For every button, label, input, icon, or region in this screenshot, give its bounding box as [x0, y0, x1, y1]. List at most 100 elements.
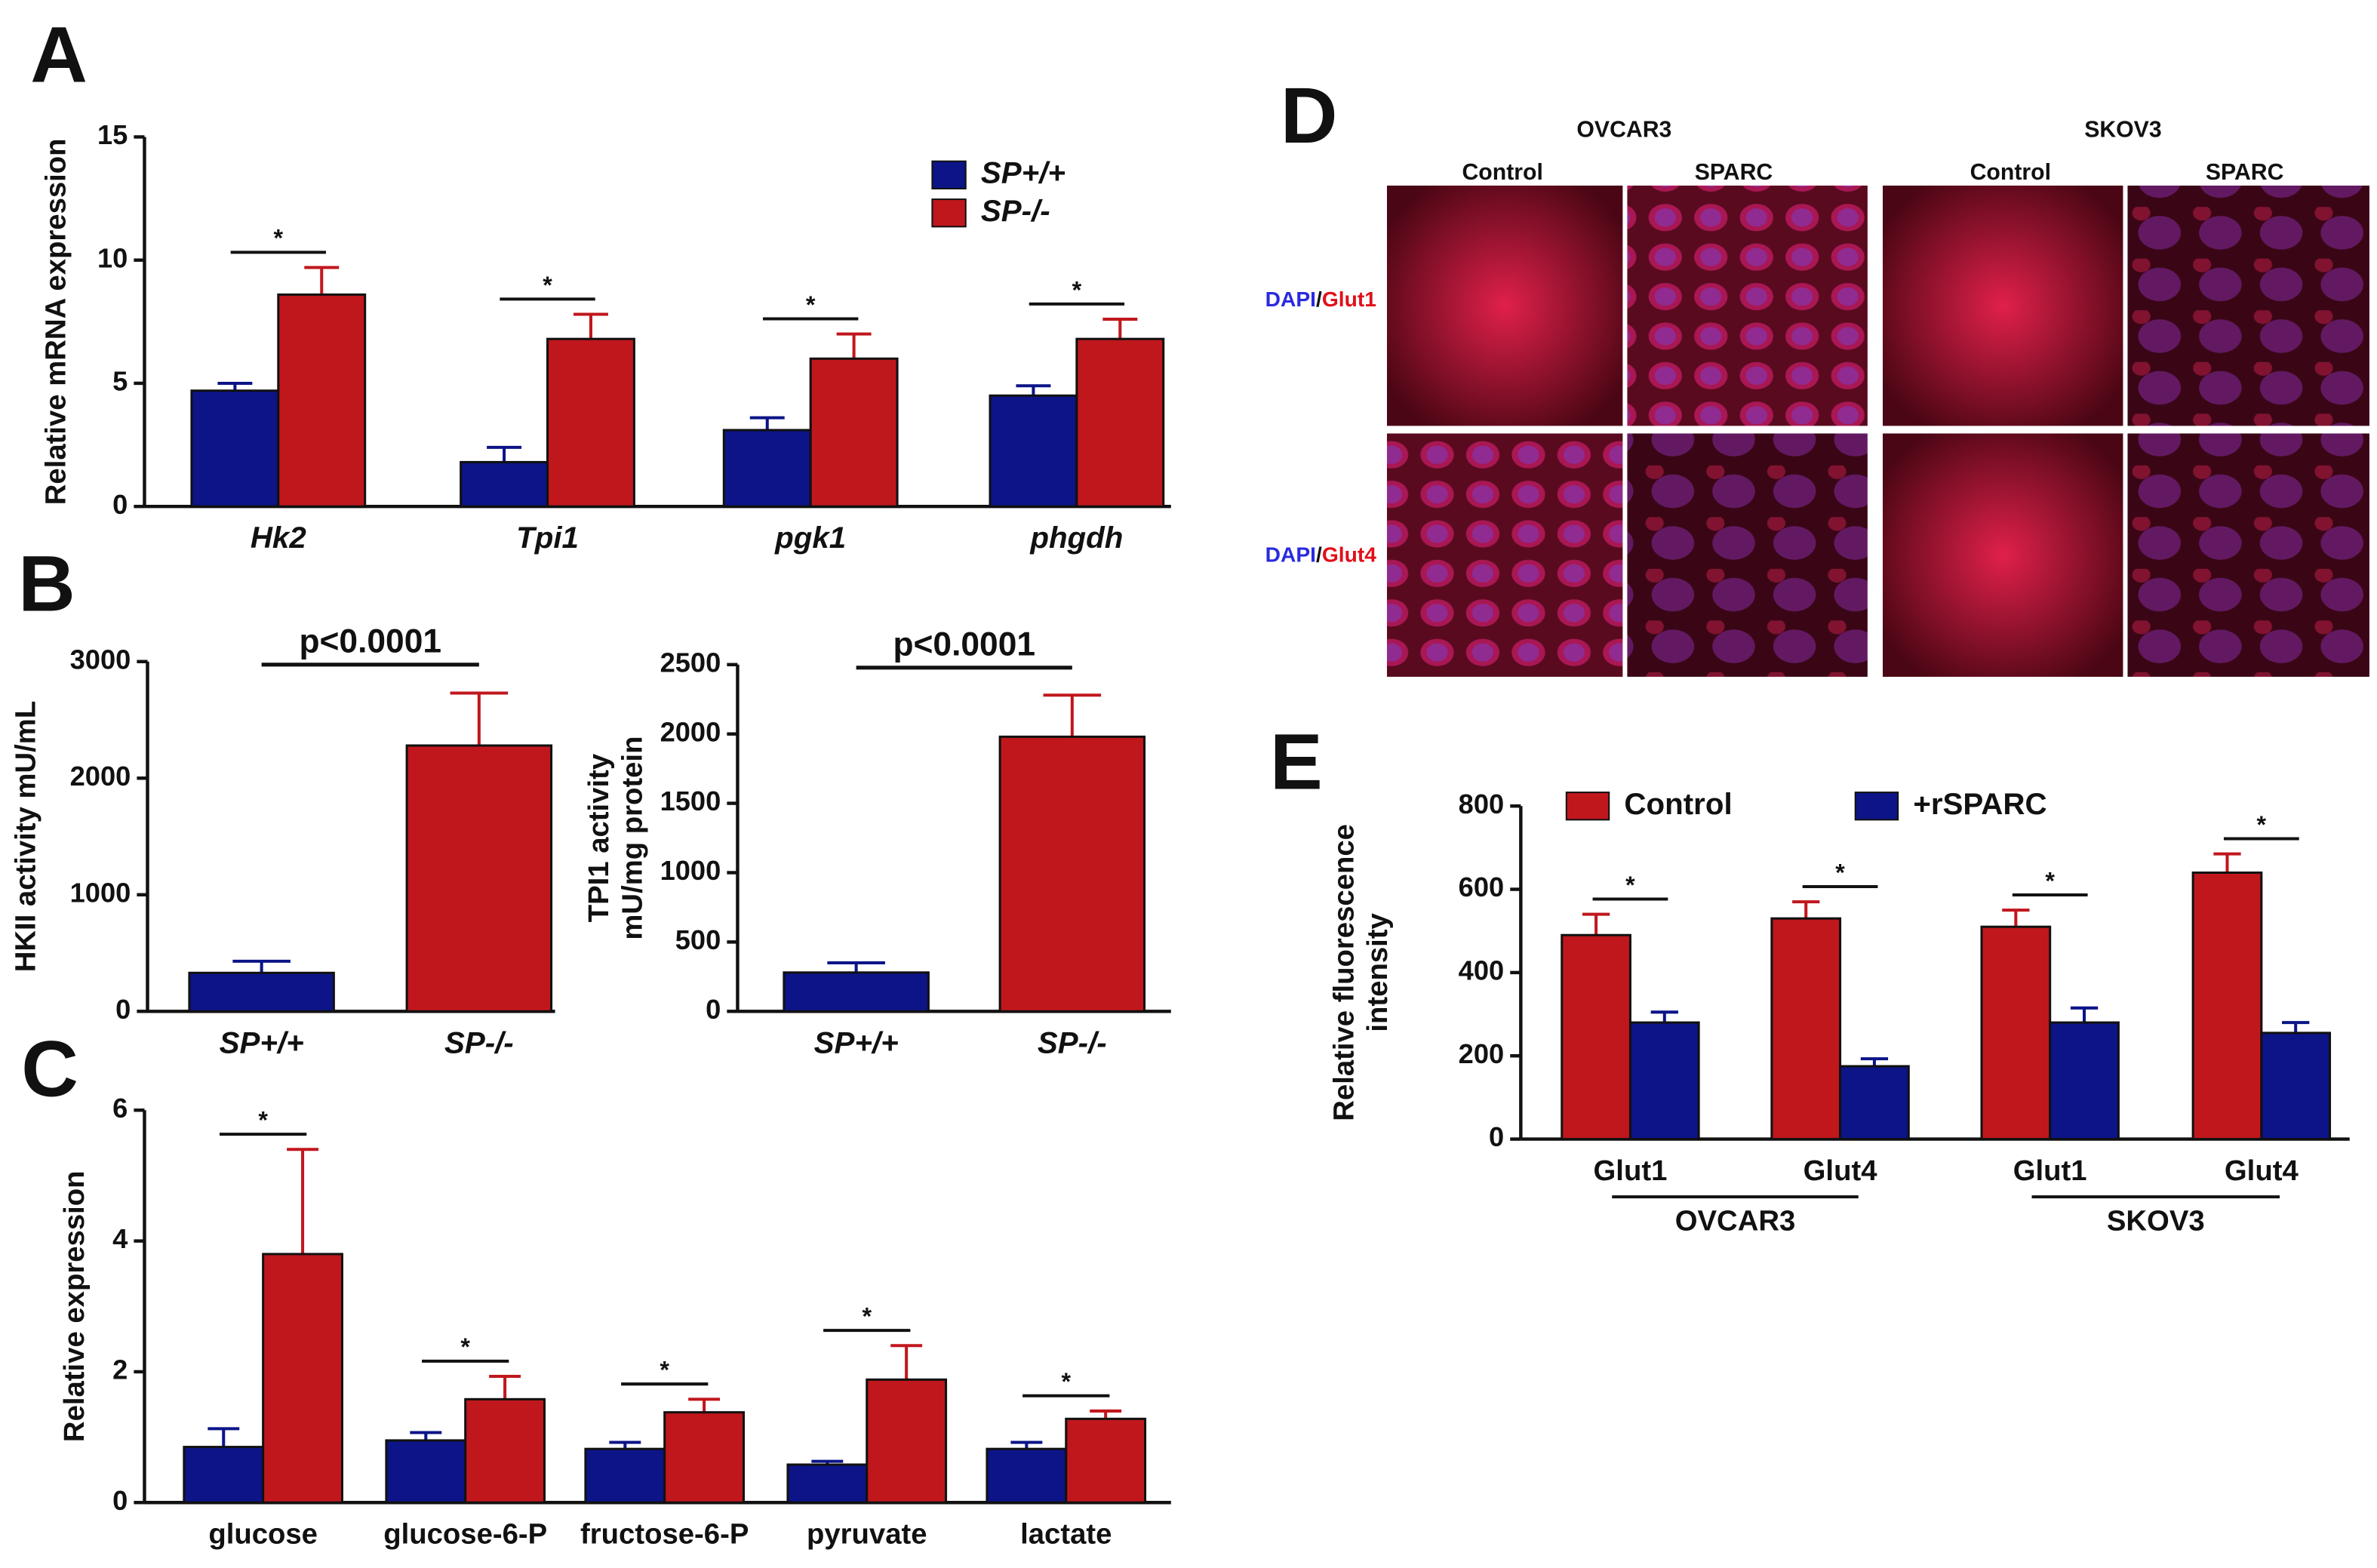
micrograph: [1387, 185, 1623, 426]
significance-label: *: [660, 1357, 669, 1384]
y-axis-label: intensity: [1361, 912, 1394, 1031]
y-tick-label: 10: [97, 242, 128, 273]
y-tick-label: 4: [112, 1223, 128, 1254]
y-tick-label: 1000: [70, 877, 131, 908]
bar: [1980, 925, 2052, 1141]
bar: [183, 1446, 265, 1504]
panel-letter: C: [21, 1025, 78, 1114]
bar: [190, 389, 280, 508]
target: Glut4: [1322, 543, 1376, 567]
micrograph: [1627, 185, 1868, 426]
panel-letter: D: [1281, 72, 1338, 160]
y-tick-label: 0: [112, 489, 128, 520]
y-tick-label: 500: [675, 924, 721, 955]
column-label: SPARC: [2206, 160, 2284, 185]
bar: [783, 971, 930, 1013]
x-tick-label: SP+/+: [814, 1025, 899, 1059]
y-tick-label: 0: [706, 994, 721, 1025]
micrograph: [1387, 433, 1623, 677]
y-tick-label: 200: [1459, 1038, 1505, 1069]
bar: [460, 460, 549, 508]
y-tick-label: 6: [112, 1093, 128, 1124]
target: Glut1: [1322, 287, 1376, 312]
x-tick-label: pgk1: [774, 521, 846, 555]
row-label: DAPI/Glut4: [1265, 543, 1377, 567]
bar: [2191, 871, 2263, 1141]
x-tick-label: Glut1: [1594, 1154, 1668, 1187]
bar: [2049, 1021, 2120, 1141]
significance-label: p<0.0001: [299, 623, 441, 659]
bar: [1839, 1065, 1910, 1141]
x-tick-label: lactate: [1020, 1518, 1112, 1551]
bar: [1561, 933, 1631, 1141]
significance-label: *: [2045, 867, 2055, 894]
legend-label: +rSPARC: [1913, 787, 2046, 821]
y-axis-label: TPI1 activity: [583, 753, 615, 922]
y-axis-label: HKII activity mU/mL: [9, 701, 42, 973]
y-tick-label: 0: [115, 994, 131, 1025]
bar: [1075, 337, 1165, 508]
legend-label: SP+/+: [981, 155, 1065, 189]
y-tick-label: 0: [1489, 1121, 1504, 1152]
bar: [786, 1463, 869, 1504]
significance-label: *: [274, 225, 284, 252]
significance-label: *: [460, 1333, 470, 1360]
legend-swatch: [1565, 792, 1610, 821]
group-label: OVCAR3: [1675, 1205, 1796, 1237]
significance-label: *: [543, 272, 552, 299]
separator: /: [1316, 543, 1322, 567]
bar: [809, 357, 899, 508]
x-tick-label: Glut4: [1804, 1154, 1878, 1187]
bar: [2260, 1031, 2332, 1141]
bar: [584, 1447, 666, 1504]
y-tick-label: 800: [1459, 789, 1505, 819]
y-tick-label: 600: [1459, 872, 1505, 902]
group-label: OVCAR3: [1576, 117, 1671, 142]
y-tick-label: 5: [112, 366, 128, 397]
x-tick-label: SP-/-: [444, 1025, 514, 1059]
x-tick-label: SP-/-: [1038, 1025, 1107, 1059]
significance-label: *: [1061, 1368, 1071, 1395]
row-label: DAPI/Glut1: [1265, 287, 1376, 312]
y-axis-label: Relative expression: [58, 1170, 91, 1442]
significance-label: p<0.0001: [893, 626, 1035, 663]
bar: [188, 971, 335, 1013]
legend-swatch: [1854, 792, 1899, 821]
y-tick-label: 2000: [70, 761, 131, 792]
bar: [663, 1411, 746, 1504]
x-tick-label: pyruvate: [807, 1518, 927, 1551]
micrograph: [1627, 433, 1868, 677]
significance-label: *: [1835, 859, 1845, 886]
stain: DAPI: [1265, 543, 1316, 567]
significance-label: *: [806, 291, 816, 318]
bar: [385, 1439, 467, 1504]
y-axis-label: mU/mg protein: [617, 736, 649, 939]
bar: [464, 1397, 546, 1504]
x-tick-label: glucose: [208, 1518, 318, 1551]
y-tick-label: 15: [97, 119, 128, 150]
bar: [405, 744, 553, 1013]
bar: [989, 394, 1078, 508]
bar: [998, 735, 1146, 1013]
micrograph: [2127, 433, 2369, 677]
y-axis-label: Relative mRNA expression: [40, 138, 72, 505]
group-label: SKOV3: [2107, 1205, 2205, 1237]
micrographs: [1387, 185, 2369, 677]
column-label: Control: [1462, 160, 1542, 185]
x-tick-label: Glut4: [2225, 1154, 2299, 1187]
significance-label: *: [862, 1303, 872, 1330]
panel-letter: E: [1270, 718, 1323, 807]
legend-label: Control: [1624, 787, 1732, 821]
significance-label: *: [258, 1107, 268, 1134]
legend-swatch: [931, 160, 967, 189]
x-tick-label: Glut1: [2013, 1154, 2087, 1187]
x-tick-label: fructose-6-P: [580, 1518, 749, 1551]
bar: [1770, 917, 1842, 1141]
y-tick-label: 1000: [660, 855, 721, 886]
panel-letter: A: [30, 11, 88, 99]
x-tick-label: SP+/+: [220, 1025, 304, 1059]
y-tick-label: 2000: [660, 716, 721, 747]
y-tick-label: 2500: [660, 647, 721, 678]
bar: [546, 337, 635, 508]
